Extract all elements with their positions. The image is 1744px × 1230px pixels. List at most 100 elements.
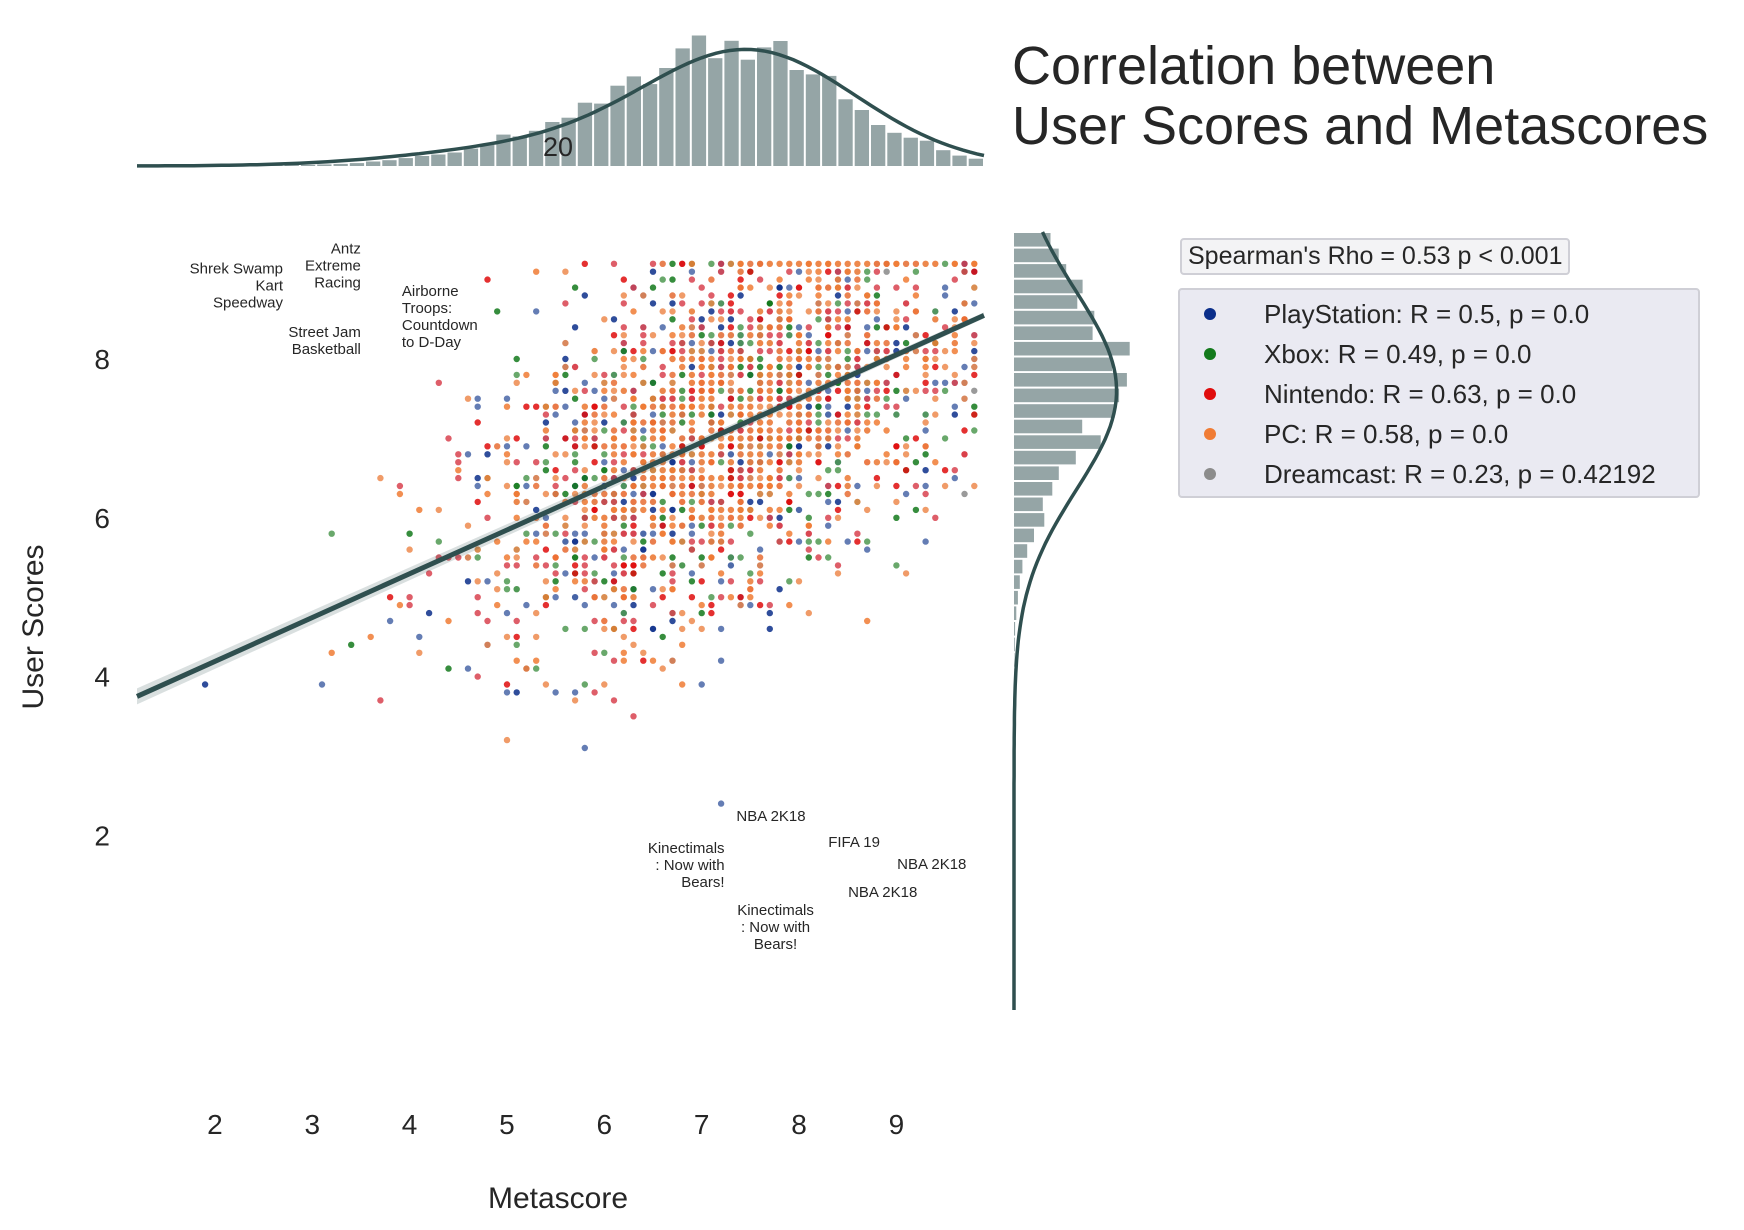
scatter-point-xbox	[649, 442, 658, 451]
scatter-point-pc	[678, 489, 687, 498]
scatter-point-playstation	[668, 505, 677, 514]
scatter-point-xbox	[814, 418, 823, 427]
scatter-point-pc	[872, 307, 881, 316]
scatter-point-pc	[765, 339, 774, 348]
scatter-point-xbox	[824, 489, 833, 498]
scatter-point-xbox	[921, 450, 930, 459]
scatter-point-nintendo	[639, 331, 648, 340]
scatter-point-nintendo	[872, 386, 881, 395]
scatter-point-pc	[775, 481, 784, 490]
scatter-point-nintendo	[892, 370, 901, 379]
scatter-point-nintendo	[726, 474, 735, 483]
scatter-point-nintendo	[834, 434, 843, 443]
legend-marker-pc	[1204, 428, 1216, 440]
scatter-point-nintendo	[590, 648, 599, 657]
scatter-point-playstation	[532, 505, 541, 514]
scatter-point-pc	[415, 505, 424, 514]
right-histogram-bar	[1014, 466, 1059, 480]
scatter-point-xbox	[541, 458, 550, 467]
scatter-point-xbox	[697, 553, 706, 562]
scatter-point-pc	[580, 442, 589, 451]
scatter-point-pc	[619, 362, 628, 371]
annotation-label: NBA 2K18	[736, 808, 805, 825]
scatter-point-nintendo	[765, 513, 774, 522]
scatter-point-pc	[785, 410, 794, 419]
annotation-line: Kinectimals	[648, 840, 725, 857]
scatter-point-playstation	[765, 450, 774, 459]
scatter-point-playstation	[765, 609, 774, 618]
scatter-point-nintendo	[697, 299, 706, 308]
scatter-point-pc	[765, 323, 774, 332]
scatter-point-xbox	[561, 370, 570, 379]
scatter-point-pc	[863, 458, 872, 467]
scatter-point-nintendo	[707, 291, 716, 300]
top-histogram-bar	[822, 75, 837, 166]
scatter-point-pc	[853, 402, 862, 411]
scatter-point-playstation	[610, 569, 619, 578]
scatter-points	[201, 259, 979, 808]
scatter-point-pc	[717, 569, 726, 578]
spearman-rho-box: Spearman's Rho = 0.53 p < 0.001	[1180, 238, 1571, 275]
scatter-point-nintendo	[600, 497, 609, 506]
annotation-line: Street Jam	[288, 324, 361, 341]
scatter-point-pc	[795, 339, 804, 348]
scatter-point-pc	[697, 601, 706, 610]
scatter-point-playstation	[717, 656, 726, 665]
scatter-point-xbox	[678, 386, 687, 395]
scatter-point-pc	[707, 370, 716, 379]
scatter-point-nintendo	[726, 394, 735, 403]
scatter-point-playstation	[795, 537, 804, 546]
scatter-point-playstation	[463, 450, 472, 459]
scatter-point-pc	[834, 275, 843, 284]
scatter-point-pc	[814, 442, 823, 451]
scatter-point-pc	[697, 466, 706, 475]
scatter-point-playstation	[687, 569, 696, 578]
scatter-point-pc	[649, 402, 658, 411]
scatter-point-pc	[756, 259, 765, 268]
scatter-point-nintendo	[619, 450, 628, 459]
scatter-point-nintendo	[911, 434, 920, 443]
scatter-point-xbox	[687, 577, 696, 586]
top-histogram-bar	[854, 110, 869, 166]
top-histogram-bar	[300, 164, 316, 166]
scatter-point-xbox	[970, 426, 979, 435]
scatter-point-playstation	[639, 545, 648, 554]
scatter-point-pc	[590, 497, 599, 506]
scatter-point-playstation	[843, 275, 852, 284]
scatter-point-playstation	[561, 386, 570, 395]
scatter-point-xbox	[571, 481, 580, 490]
right-histogram-bar	[1014, 435, 1101, 449]
scatter-point-pc	[775, 466, 784, 475]
scatter-point-pc	[639, 458, 648, 467]
scatter-point-nintendo	[600, 553, 609, 562]
scatter-point-nintendo	[434, 378, 443, 387]
scatter-point-nintendo	[736, 370, 745, 379]
scatter-point-nintendo	[717, 339, 726, 348]
scatter-point-nintendo	[571, 561, 580, 570]
scatter-point-nintendo	[746, 362, 755, 371]
scatter-point-xbox	[697, 609, 706, 618]
scatter-point-pc	[911, 386, 920, 395]
scatter-point-nintendo	[405, 601, 414, 610]
scatter-point-nintendo	[629, 624, 638, 633]
scatter-point-playstation	[687, 458, 696, 467]
scatter-point-pc	[687, 307, 696, 316]
scatter-point-pc	[707, 386, 716, 395]
scatter-point-xbox	[678, 505, 687, 514]
scatter-point-pc	[668, 513, 677, 522]
scatter-point-pc	[590, 513, 599, 522]
scatter-point-nintendo	[814, 553, 823, 562]
scatter-point-pc	[619, 632, 628, 641]
scatter-point-xbox	[834, 299, 843, 308]
scatter-point-nintendo	[765, 601, 774, 610]
scatter-point-nintendo	[619, 275, 628, 284]
scatter-point-nintendo	[804, 426, 813, 435]
scatter-point-pc	[746, 458, 755, 467]
scatter-point-nintendo	[580, 259, 589, 268]
right-histogram-bar	[1014, 637, 1015, 652]
scatter-point-pc	[610, 489, 619, 498]
scatter-point-pc	[541, 577, 550, 586]
scatter-point-nintendo	[824, 307, 833, 316]
scatter-point-playstation	[824, 402, 833, 411]
scatter-point-xbox	[405, 529, 414, 538]
